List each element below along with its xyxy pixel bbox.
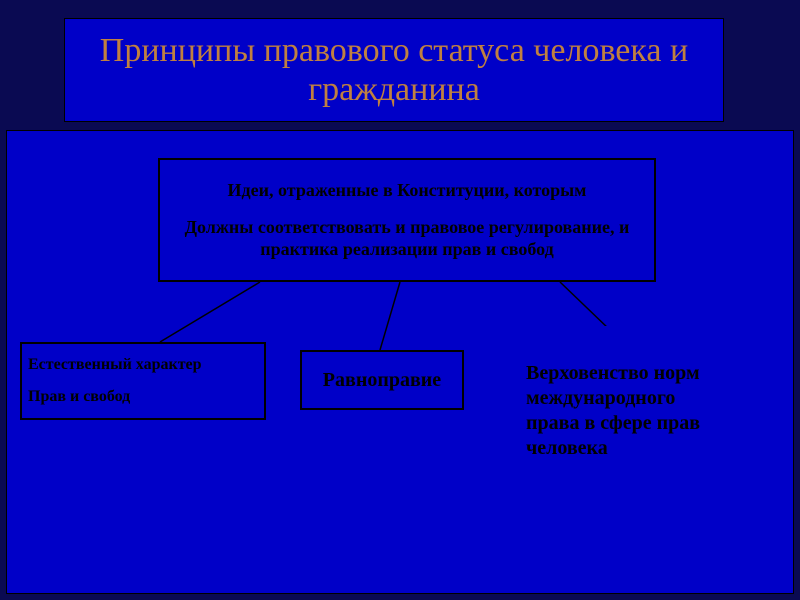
root-node-line1: Идеи, отраженные в Конституции, которым [228,179,587,202]
child-node-natural: Естественный характер Прав и свобод [20,342,266,420]
root-node: Идеи, отраженные в Конституции, которым … [158,158,656,282]
child-node-supremacy: Верховенство норм международного права в… [520,326,738,496]
slide-title-text: Принципы правового статуса человека и гр… [75,31,713,109]
slide-title: Принципы правового статуса человека и гр… [64,18,724,122]
child-node-equality: Равноправие [300,350,464,410]
child-equality-line1: Равноправие [323,368,441,393]
child-supremacy-line1: Верховенство норм международного права в… [526,361,732,461]
child-natural-line1: Естественный характер [28,355,258,375]
child-natural-line2: Прав и свобод [28,387,258,407]
root-node-line2: Должны соответствовать и правовое регули… [166,216,648,261]
slide: Принципы правового статуса человека и гр… [0,0,800,600]
